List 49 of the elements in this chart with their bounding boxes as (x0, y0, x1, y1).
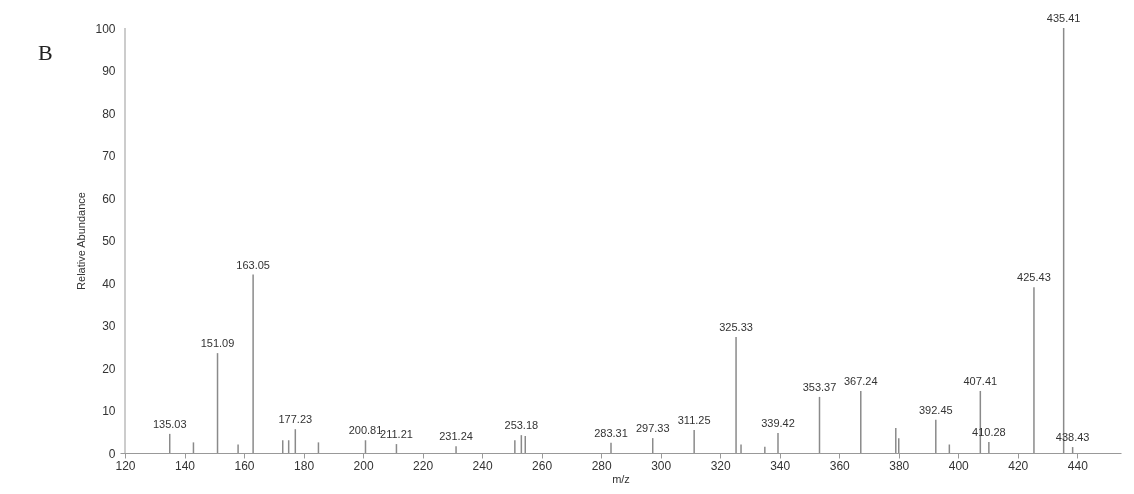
y-tick-label: 80 (102, 106, 116, 121)
annotation: 425.43 (1017, 271, 1051, 284)
annotation: 297.33 (635, 422, 670, 435)
y-axis-title: Relative Abundance (75, 192, 88, 290)
x-tick-label: 180 (294, 458, 315, 473)
y-tick-label: 60 (102, 191, 116, 206)
x-tick-label: 320 (710, 458, 732, 473)
y-tick-label: 10 (102, 404, 116, 418)
annotation: 231.24 (439, 430, 473, 443)
x-tick-label: 280 (591, 458, 612, 473)
y-tick-label: 0 (108, 446, 116, 461)
y-tick-label: 30 (102, 319, 116, 333)
text: B (38, 40, 53, 66)
x-tick-label: 120 (115, 458, 136, 473)
annotation: 435.41 (1046, 12, 1081, 24)
x-tick-label: 200 (353, 458, 374, 473)
y-tick-label: 90 (102, 64, 116, 78)
annotation: 283.31 (594, 426, 628, 439)
x-tick-label: 360 (829, 458, 851, 473)
x-tick-label: 260 (532, 458, 553, 473)
x-tick-label: 340 (770, 458, 791, 473)
x-tick-label: 160 (234, 458, 255, 473)
annotation: 135.03 (152, 417, 187, 430)
x-axis-title: m/z (612, 472, 630, 485)
y-tick-label: 50 (102, 234, 116, 248)
annotation: 151.09 (200, 337, 235, 350)
annotation: 339.42 (761, 417, 795, 430)
x-tick-label: 220 (413, 458, 434, 473)
x-tick-label: 240 (472, 458, 493, 473)
x-tick-label: 140 (175, 458, 196, 473)
annotation: 163.05 (236, 258, 270, 271)
annotation: 353.37 (802, 380, 837, 393)
annotation: 367.24 (843, 374, 878, 387)
annotation: 392.45 (918, 403, 953, 416)
x-tick-label: 380 (889, 458, 910, 473)
annotation: 311.25 (677, 414, 711, 427)
annotation: 407.41 (963, 374, 998, 387)
y-tick-label: 70 (102, 149, 116, 163)
y-tick-label: 40 (102, 276, 116, 291)
x-tick-label: 420 (1008, 458, 1029, 473)
y-tick-label: 100 (95, 21, 116, 36)
x-tick-label: 300 (651, 458, 672, 473)
annotation: 325.33 (719, 320, 753, 333)
x-tick-label: 400 (948, 458, 970, 473)
annotation: 253.18 (504, 419, 539, 432)
x-tick-label: 440 (1067, 458, 1089, 473)
annotation: 211.21 (380, 428, 413, 441)
y-tick-label: 20 (102, 361, 116, 376)
annotation: 177.23 (278, 413, 313, 426)
